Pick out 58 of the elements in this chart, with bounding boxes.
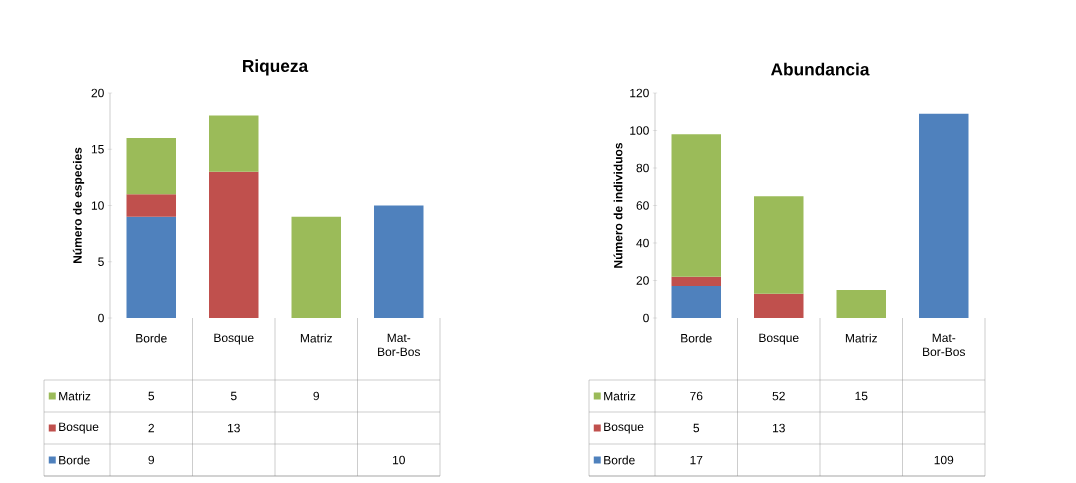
bar <box>836 289 887 318</box>
y-tick-label: 0 <box>98 313 104 323</box>
data-label: 13 <box>772 423 785 433</box>
data-label: 52 <box>772 391 785 401</box>
legend-label: Bosque <box>59 422 99 434</box>
y-tick-label: 40 <box>636 238 649 248</box>
x-tick-label: Borde <box>681 333 712 343</box>
data-label: 15 <box>855 391 868 401</box>
legend-label: Borde <box>604 455 635 465</box>
y-tick-label: 80 <box>636 163 649 173</box>
data-label: 9 <box>313 391 320 401</box>
x-tick-label: Bosque <box>759 333 799 345</box>
y-tick-label: 0 <box>643 313 649 323</box>
y-tick-label: 15 <box>91 145 104 154</box>
bar <box>374 205 424 318</box>
y-tick-label: 100 <box>630 126 649 135</box>
data-label: 5 <box>230 391 237 401</box>
y-tick-label: 20 <box>636 276 649 285</box>
legend-label: Bosque <box>604 422 644 434</box>
data-label: 5 <box>693 423 700 433</box>
chart-title: Abundancia <box>770 62 870 76</box>
y-tick-label: 10 <box>91 201 104 210</box>
y-tick-label: 120 <box>630 88 649 98</box>
bar <box>671 134 721 277</box>
bar <box>209 115 259 172</box>
bar <box>126 216 176 318</box>
data-label: 5 <box>148 391 155 401</box>
bar <box>291 216 341 318</box>
bar <box>671 286 721 318</box>
bar <box>754 196 804 294</box>
legend-label: Matriz <box>59 391 91 401</box>
bar <box>671 276 721 287</box>
y-tick-label: 20 <box>91 88 104 98</box>
y-axis-title: Número de especies <box>72 147 85 264</box>
x-tick-label: Mat-Bor-Bos <box>378 333 420 357</box>
x-tick-label: Mat-Bor-Bos <box>923 333 965 357</box>
data-label: 2 <box>148 423 154 433</box>
bar <box>126 194 176 217</box>
data-label: 9 <box>148 455 155 465</box>
data-label: 109 <box>934 455 954 465</box>
chart-title: Riqueza <box>243 59 309 76</box>
legend-label: Borde <box>59 455 90 465</box>
y-tick-label: 5 <box>98 257 104 266</box>
data-label: 13 <box>227 423 240 433</box>
x-tick-label: Borde <box>136 333 167 343</box>
data-label: 10 <box>392 455 405 465</box>
y-tick-label: 60 <box>636 201 649 210</box>
x-tick-label: Matriz <box>300 333 332 343</box>
bar <box>209 171 259 318</box>
data-label: 17 <box>690 455 703 465</box>
y-axis-title: Número de individuos <box>613 142 623 268</box>
legend-label: Matriz <box>604 391 636 401</box>
bar <box>126 138 176 195</box>
bar <box>754 293 804 318</box>
bar <box>919 113 969 318</box>
x-tick-label: Bosque <box>214 333 254 345</box>
data-label: 76 <box>690 391 703 401</box>
x-tick-label: Matriz <box>845 333 877 343</box>
